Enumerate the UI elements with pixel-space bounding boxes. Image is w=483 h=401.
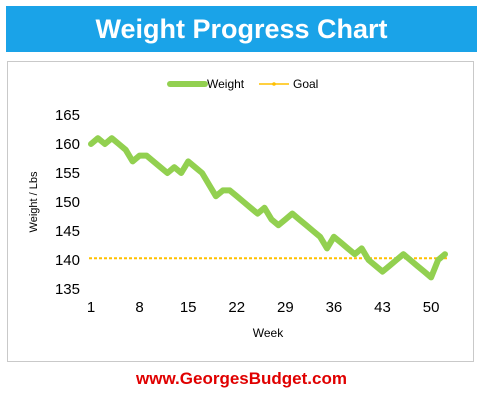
y-tick-label: 135 [55, 281, 80, 298]
x-tick-label: 1 [87, 299, 95, 316]
chart-area: 135 140 145 150 155 160 165 1 8 15 22 29 36 43 50 Weigh… [7, 61, 474, 362]
x-tick-label: 15 [180, 299, 197, 316]
website-link[interactable]: www.GeorgesBudget.com [136, 369, 347, 388]
x-axis-title: Week [253, 326, 284, 340]
legend-goal-marker [272, 82, 276, 86]
y-tick-label: 140 [55, 252, 80, 269]
weight-series-line [88, 135, 448, 281]
footer: www.GeorgesBudget.com [0, 368, 483, 390]
y-tick-label: 160 [55, 136, 80, 153]
page-title: Weight Progress Chart [95, 13, 388, 44]
x-tick-label: 22 [228, 299, 245, 316]
legend-weight-label: Weight [207, 77, 245, 91]
y-tick-label: 145 [55, 223, 80, 240]
x-tick-label: 50 [423, 299, 440, 316]
y-axis-title: Weight / Lbs [28, 171, 40, 232]
y-tick-label: 155 [55, 165, 80, 182]
x-tick-label: 36 [326, 299, 343, 316]
y-tick-label: 150 [55, 194, 80, 211]
chart-title-banner: Weight Progress Chart [6, 6, 477, 52]
legend-goal-label: Goal [293, 77, 318, 91]
x-tick-label: 29 [277, 299, 294, 316]
x-tick-label: 8 [135, 299, 143, 316]
y-tick-label: 165 [55, 107, 80, 124]
weight-line-chart: 135 140 145 150 155 160 165 1 8 15 22 29 36 43 50 Weigh… [28, 77, 448, 340]
x-tick-label: 43 [374, 299, 391, 316]
